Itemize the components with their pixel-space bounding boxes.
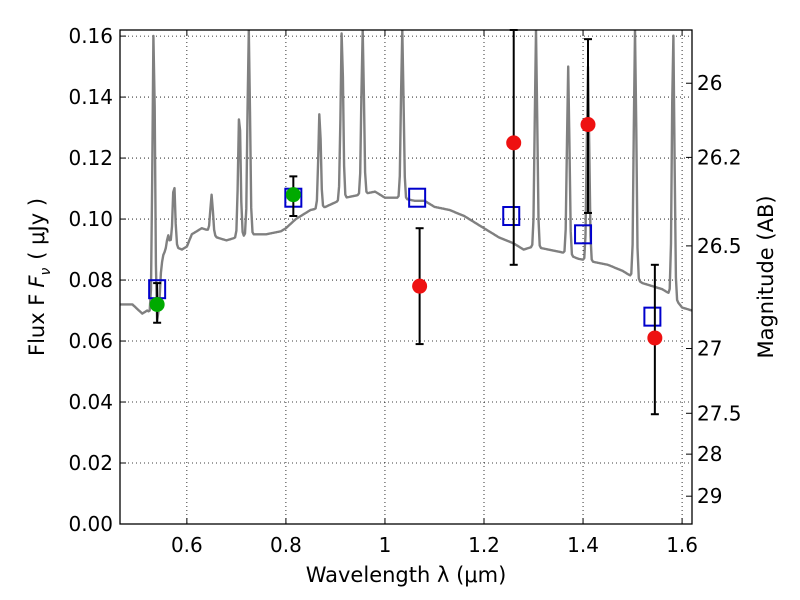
y-tick-label: 0.08 — [68, 268, 113, 292]
x-axis: 0.6 0.8 1 1.2 1.4 1.6 — [171, 30, 698, 557]
svg-text:Flux FFν( μJy ): Flux FFν( μJy ) — [25, 198, 54, 356]
y-tick-label: 0.10 — [68, 207, 113, 231]
data-points — [148, 29, 663, 416]
y-tick-label: 0.04 — [68, 390, 113, 414]
hst-detection-point — [506, 135, 522, 151]
y2-tick-label: 27.5 — [697, 401, 742, 425]
hst-detection-point — [647, 330, 663, 346]
x-tick-label: 1.6 — [666, 533, 698, 557]
y2-tick-label: 26.5 — [697, 234, 742, 258]
y-tick-label: 0.12 — [68, 146, 113, 170]
model-photometry-square — [643, 306, 662, 327]
y-tick-label: 0.16 — [68, 24, 113, 48]
y2-tick-label: 29 — [697, 484, 722, 508]
y-tick-label: 0.06 — [68, 329, 113, 353]
y2-axis: 26 26.2 26.5 27 27.5 28 29 — [686, 71, 742, 508]
y2-tick-label: 26 — [697, 71, 722, 95]
y-tick-label: 0.14 — [68, 85, 113, 109]
y-axis: 0.00 0.02 0.04 0.06 0.08 0.10 0.12 0.14 0.16 — [68, 24, 126, 536]
model-spectrum-line — [120, 30, 692, 322]
y-axis-title: Flux FFν( μJy ) — [25, 198, 54, 356]
plot-frame — [119, 29, 693, 525]
hst-detection-point — [412, 278, 428, 294]
model-photometry-square — [502, 206, 521, 227]
x-tick-label: 1 — [379, 533, 392, 557]
y2-axis-title: Magnitude (AB) — [754, 195, 778, 358]
plot-area — [120, 30, 692, 524]
ground-detection-point — [285, 187, 301, 203]
x-tick-label: 1.4 — [567, 533, 599, 557]
y2-tick-label: 26.2 — [697, 145, 742, 169]
x-tick-label: 1.2 — [468, 533, 500, 557]
y-tick-label: 0.02 — [68, 451, 113, 475]
y2-tick-label: 27 — [697, 337, 722, 361]
ground-detection-point — [149, 296, 165, 312]
y-tick-label: 0.00 — [68, 512, 113, 536]
x-tick-label: 0.6 — [171, 533, 203, 557]
model-photometry-square — [574, 224, 593, 245]
y2-tick-label: 28 — [697, 442, 722, 466]
hst-detection-point — [580, 117, 596, 133]
x-axis-title: Wavelength λ (μm) — [306, 563, 507, 587]
x-tick-label: 0.8 — [270, 533, 302, 557]
model-photometry-square — [408, 187, 427, 208]
